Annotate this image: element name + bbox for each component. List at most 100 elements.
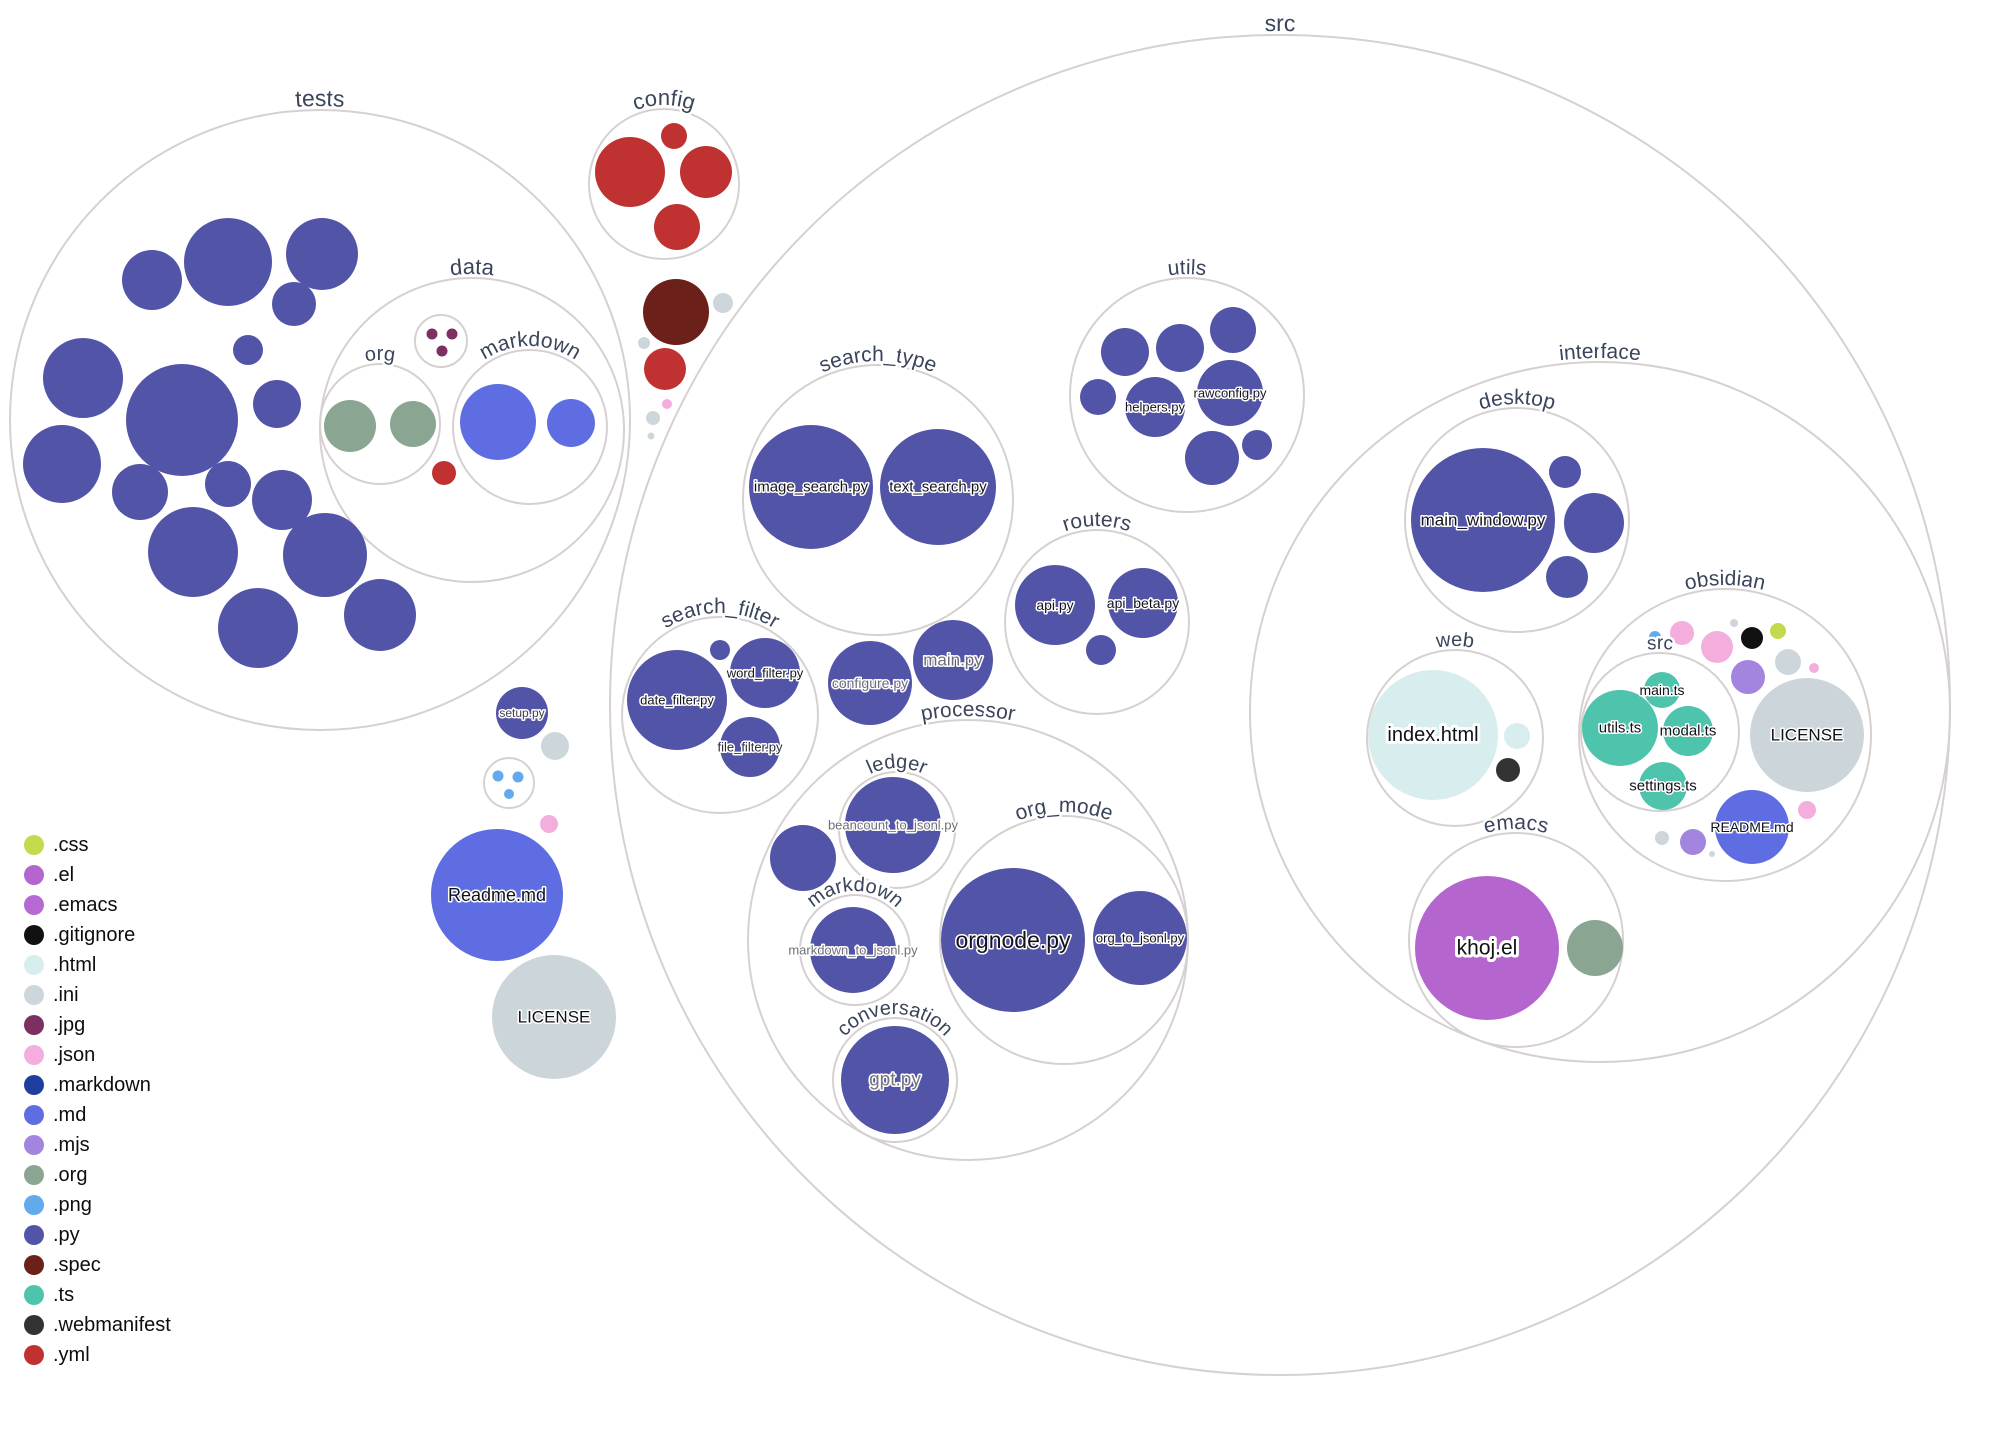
file-circle-.html[interactable] [1504, 723, 1530, 749]
file-circle-.yml[interactable] [654, 204, 700, 250]
file-circle-.py[interactable] [344, 579, 416, 651]
file-circle-.yml[interactable] [680, 146, 732, 198]
dir-circle-emacs[interactable] [1408, 832, 1624, 1048]
file-circle-.py[interactable] [253, 380, 301, 428]
file-circle-.yml[interactable] [432, 461, 456, 485]
dir-circle-obsidian[interactable] [1578, 588, 1872, 882]
file-circle-.ini[interactable] [638, 337, 650, 349]
file-circle-.py[interactable] [43, 338, 123, 418]
file-circle-Readme.md[interactable] [431, 829, 563, 961]
file-circle-main.py[interactable] [913, 620, 993, 700]
file-circle-settings.ts[interactable] [1639, 762, 1687, 810]
file-circle-.py[interactable] [1086, 635, 1116, 665]
file-circle-utils.ts[interactable] [1582, 690, 1658, 766]
dir-circle-utils[interactable] [1069, 277, 1305, 513]
file-circle-.spec[interactable] [643, 279, 709, 345]
file-circle-.ini[interactable] [1730, 619, 1738, 627]
file-circle-api_beta.py[interactable] [1108, 568, 1178, 638]
file-circle-.ini[interactable] [646, 411, 660, 425]
file-circle-text_search.py[interactable] [880, 429, 996, 545]
file-circle-.py[interactable] [23, 425, 101, 503]
dir-circle-web[interactable] [1366, 649, 1544, 827]
file-circle-.org[interactable] [324, 400, 376, 452]
file-circle-.yml[interactable] [661, 123, 687, 149]
file-circle-beancount_to_jsonl.py[interactable] [845, 777, 941, 873]
file-circle-org_to_jsonl.py[interactable] [1093, 891, 1187, 985]
file-circle-helpers.py[interactable] [1125, 377, 1185, 437]
file-circle-.md[interactable] [547, 399, 595, 447]
file-circle-index.html[interactable] [1368, 670, 1498, 800]
file-circle-khoj.el[interactable] [1415, 876, 1559, 1020]
file-circle-.ini[interactable] [1775, 649, 1801, 675]
file-circle-.org[interactable] [390, 401, 436, 447]
file-circle-rawconfig.py[interactable] [1197, 360, 1263, 426]
file-circle-.py[interactable] [184, 218, 272, 306]
file-circle-.py[interactable] [710, 640, 730, 660]
file-circle-.ini[interactable] [1655, 831, 1669, 845]
file-circle-.ini[interactable] [541, 732, 569, 760]
dir-circle-markdown[interactable] [452, 349, 608, 505]
file-circle-markdown_to_jsonl.py[interactable] [810, 907, 896, 993]
file-circle-.org[interactable] [1567, 920, 1623, 976]
dir-circle-routers[interactable] [1004, 529, 1190, 715]
file-circle-file_filter.py[interactable] [720, 717, 780, 777]
file-circle-.mjs[interactable] [1680, 829, 1706, 855]
file-circle-.py[interactable] [112, 464, 168, 520]
file-circle-.webmanifest[interactable] [1496, 758, 1520, 782]
file-circle-README.md[interactable] [1715, 790, 1789, 864]
file-circle-.py[interactable] [148, 507, 238, 597]
file-circle-.json[interactable] [1670, 621, 1694, 645]
file-circle-.py[interactable] [1549, 456, 1581, 488]
file-circle-.py[interactable] [770, 825, 836, 891]
file-circle-.jpg[interactable] [426, 328, 438, 340]
dir-circle-src[interactable] [1580, 652, 1740, 812]
dir-circle-ledger[interactable] [838, 771, 956, 889]
file-circle-image_search.py[interactable] [749, 425, 873, 549]
dir-circle-markdown[interactable] [799, 894, 911, 1006]
file-circle-.py[interactable] [1080, 379, 1116, 415]
file-circle-LICENSE[interactable] [1750, 678, 1864, 792]
file-circle-.py[interactable] [1564, 493, 1624, 553]
file-circle-.py[interactable] [252, 470, 312, 530]
file-circle-.py[interactable] [122, 250, 182, 310]
file-circle-.jpg[interactable] [446, 328, 458, 340]
file-circle-api.py[interactable] [1015, 565, 1095, 645]
file-circle-.json[interactable] [1798, 801, 1816, 819]
dir-circle-search_type[interactable] [742, 364, 1014, 636]
file-circle-.py[interactable] [1546, 556, 1588, 598]
file-circle-.json[interactable] [1701, 631, 1733, 663]
file-circle-.py[interactable] [1156, 324, 1204, 372]
dir-circle-interface[interactable] [1249, 361, 1951, 1063]
file-circle-.ini[interactable] [1709, 851, 1715, 857]
file-circle-modal.ts[interactable] [1663, 706, 1713, 756]
file-circle-.py[interactable] [1242, 430, 1272, 460]
file-circle-.json[interactable] [540, 815, 558, 833]
file-circle-.py[interactable] [1185, 431, 1239, 485]
file-circle-gpt.py[interactable] [841, 1026, 949, 1134]
dir-circle-org_mode[interactable] [939, 815, 1189, 1065]
file-circle-configure.py[interactable] [828, 641, 912, 725]
file-circle-.py[interactable] [205, 461, 251, 507]
file-circle-LICENSE[interactable] [492, 955, 616, 1079]
file-circle-date_filter.py[interactable] [627, 650, 727, 750]
file-circle-word_filter.py[interactable] [730, 638, 800, 708]
file-circle-setup.py[interactable] [496, 687, 548, 739]
file-circle-main.ts[interactable] [1644, 672, 1680, 708]
file-circle-.py[interactable] [1210, 307, 1256, 353]
file-circle-.py[interactable] [272, 282, 316, 326]
dir-circle-search_filter[interactable] [621, 616, 819, 814]
file-circle-.yml[interactable] [644, 348, 686, 390]
file-circle-.ini[interactable] [647, 432, 655, 440]
file-circle-.py[interactable] [218, 588, 298, 668]
file-circle-.yml[interactable] [595, 137, 665, 207]
file-circle-.json[interactable] [662, 399, 672, 409]
dir-circle-src[interactable] [609, 34, 1951, 1376]
file-circle-.css[interactable] [1770, 623, 1786, 639]
file-circle-main_window.py[interactable] [1411, 448, 1555, 592]
file-circle-.png[interactable] [504, 789, 514, 799]
file-circle-.mjs[interactable] [1731, 660, 1765, 694]
file-circle-.py[interactable] [126, 364, 238, 476]
file-circle-.md[interactable] [460, 384, 536, 460]
dir-circle-conversation[interactable] [832, 1017, 958, 1143]
file-circle-.gitignore[interactable] [1741, 627, 1763, 649]
